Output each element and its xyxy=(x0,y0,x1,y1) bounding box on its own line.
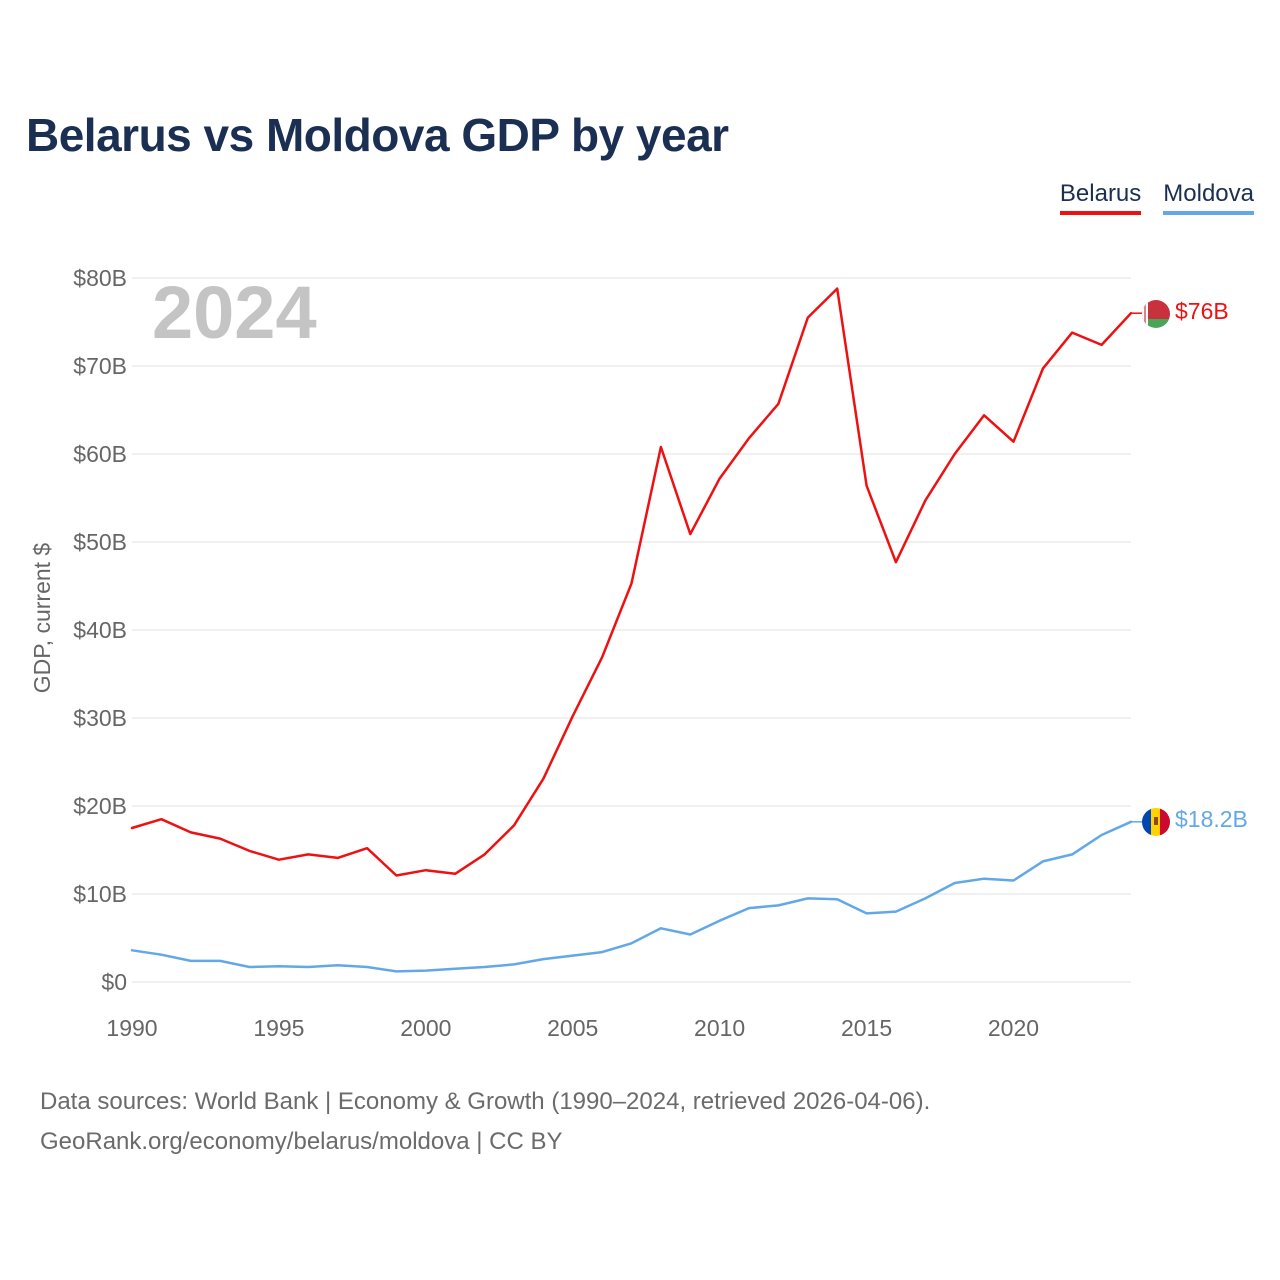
chart-title: Belarus vs Moldova GDP by year xyxy=(26,109,729,161)
y-tick-label: $0 xyxy=(101,969,127,995)
legend: Belarus Moldova xyxy=(1059,180,1254,215)
series-line-moldova xyxy=(130,820,1133,973)
y-tick-label: $70B xyxy=(73,353,127,379)
legend-item-moldova[interactable]: Moldova xyxy=(1163,180,1254,215)
x-tick-label: 2015 xyxy=(841,1015,892,1041)
y-tick-label: $50B xyxy=(73,529,127,555)
source-line-2: GeoRank.org/economy/belarus/moldova | CC… xyxy=(40,1128,563,1155)
moldova-flag-icon xyxy=(1142,808,1170,836)
x-tick-label: 2020 xyxy=(988,1015,1039,1041)
x-axis-ticks: 1990 1995 2000 2005 2010 2015 2020 xyxy=(106,1015,1039,1041)
legend-item-belarus[interactable]: Belarus xyxy=(1059,180,1142,215)
y-tick-label: $20B xyxy=(73,793,127,819)
end-label-belarus: $76B xyxy=(1175,298,1229,324)
belarus-flag-icon xyxy=(1142,300,1170,328)
y-tick-label: $80B xyxy=(73,265,127,291)
y-axis-label: GDP, current $ xyxy=(29,543,55,694)
x-tick-label: 2010 xyxy=(694,1015,745,1041)
x-tick-label: 2000 xyxy=(400,1015,451,1041)
y-tick-label: $30B xyxy=(73,705,127,731)
source-note: Data sources: World Bank | Economy & Gro… xyxy=(40,1082,930,1162)
x-tick-label: 1995 xyxy=(253,1015,304,1041)
x-tick-label: 1990 xyxy=(106,1015,157,1041)
series-line-belarus xyxy=(130,287,1133,877)
gdp-line-chart: $0$10B$20B$30B$40B$50B$60B$70B$80B 1990 1… xyxy=(29,265,1248,1041)
year-watermark: 2024 xyxy=(152,271,317,354)
y-axis-ticks: $0 $10B $20B $30B $40B $50B $60B $70B $80B xyxy=(73,265,127,995)
end-label-moldova: $18.2B xyxy=(1175,806,1248,832)
series-lines xyxy=(130,287,1143,973)
y-tick-label: $40B xyxy=(73,617,127,643)
y-tick-label: $10B xyxy=(73,881,127,907)
grid-lines xyxy=(132,277,1131,983)
y-tick-label: $60B xyxy=(73,441,127,467)
x-tick-label: 2005 xyxy=(547,1015,598,1041)
source-line-1: Data sources: World Bank | Economy & Gro… xyxy=(40,1088,931,1115)
